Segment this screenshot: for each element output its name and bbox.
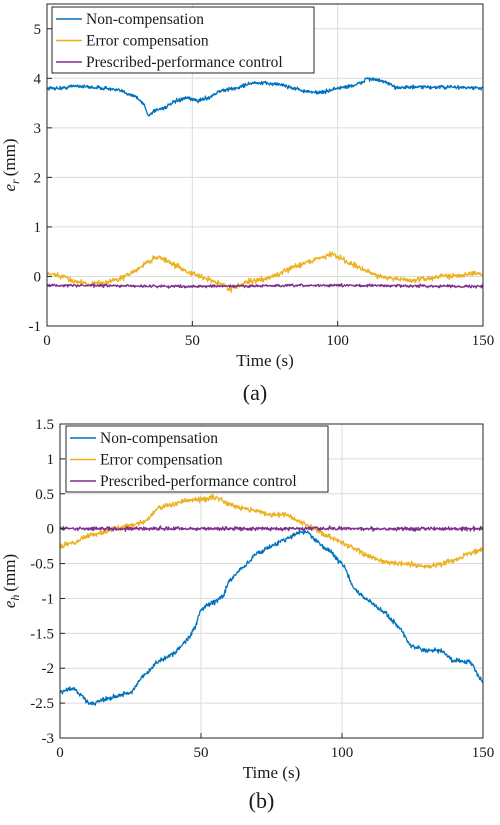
panel-a-y-tick-label: 5 (34, 22, 42, 38)
panel-b-y-tick-label: 1.5 (35, 417, 54, 433)
panel-b-y-tick-label: -2.5 (30, 696, 54, 712)
panel-b-y-tick-label: -3 (42, 731, 55, 747)
panel-b-x-tick-label: 50 (194, 745, 209, 761)
panel-a-y-tick-label: 2 (34, 170, 42, 186)
panel-a-y-label-symbol: e (0, 184, 19, 192)
panel-a-caption: (a) (243, 380, 267, 405)
panel-a-y-axis-label: er (mm) (0, 139, 22, 192)
panel-b-x-axis-label: Time (s) (243, 763, 300, 782)
panel-a-x-tick-label: 50 (185, 333, 200, 349)
panel-b-y-tick-label: 1 (47, 452, 55, 468)
panel-a-legend-label: Non-compensation (86, 11, 204, 28)
panel-a-legend-label: Error compensation (86, 33, 209, 50)
panel-a-x-tick-label: 100 (326, 333, 349, 349)
panel-b-y-label-symbol: e (0, 600, 19, 608)
panel-b-legend-label: Error compensation (100, 452, 223, 469)
panel-b-legend-label: Non-compensation (100, 430, 218, 447)
panel-b-y-label-unit: (mm) (0, 554, 19, 592)
panel-b-y-axis-label: eh (mm) (0, 554, 22, 608)
panel-b-series-line (59, 493, 484, 569)
panel-a-y-tick-label: 0 (34, 269, 42, 285)
panel-a-y-tick-label: 4 (34, 71, 42, 87)
panel-b-caption: (b) (249, 788, 275, 813)
panel-b-series-line (59, 529, 484, 706)
panel-a-x-tick-label: 0 (43, 333, 51, 349)
panel-a-series-line (46, 282, 484, 289)
panel-a-x-tick-label: 150 (472, 333, 495, 349)
panel-b-y-tick-label: -1.5 (30, 626, 54, 642)
panel-a-x-axis-label: Time (s) (236, 351, 293, 370)
panel-b-legend-label: Prescribed-performance control (100, 473, 297, 490)
panel-b-y-tick-label: 0.5 (35, 487, 54, 503)
panel-a-y-label-subscript: r (8, 179, 22, 184)
panel-b-y-label-subscript: h (8, 595, 22, 601)
panel-b-y-tick-label: 0 (47, 522, 55, 538)
panel-a-y-label-unit: (mm) (0, 139, 19, 177)
panel-b-y-tick-label: -0.5 (30, 557, 54, 573)
panel-a-series-line (46, 76, 484, 117)
panel-a-axes-frame (46, 3, 484, 327)
panel-a-legend-label: Prescribed-performance control (86, 54, 283, 71)
panel-b-legend-box (65, 425, 329, 493)
panel-a-legend-box (51, 6, 315, 74)
panel-a-series-line (46, 251, 484, 294)
panel-a-y-tick-label: 1 (34, 220, 42, 236)
panel-b-series-line (59, 525, 484, 532)
panel-b-y-tick-label: -2 (42, 661, 55, 677)
panel-b-y-tick-label: -1 (42, 591, 55, 607)
panel-a-y-tick-label: -1 (29, 319, 42, 335)
panel-a-y-tick-label: 3 (34, 121, 42, 137)
panel-b-x-tick-label: 100 (331, 745, 354, 761)
panel-b-x-tick-label: 150 (472, 745, 495, 761)
panel-b-axes-frame (59, 423, 484, 739)
panel-b-x-tick-label: 0 (56, 745, 64, 761)
